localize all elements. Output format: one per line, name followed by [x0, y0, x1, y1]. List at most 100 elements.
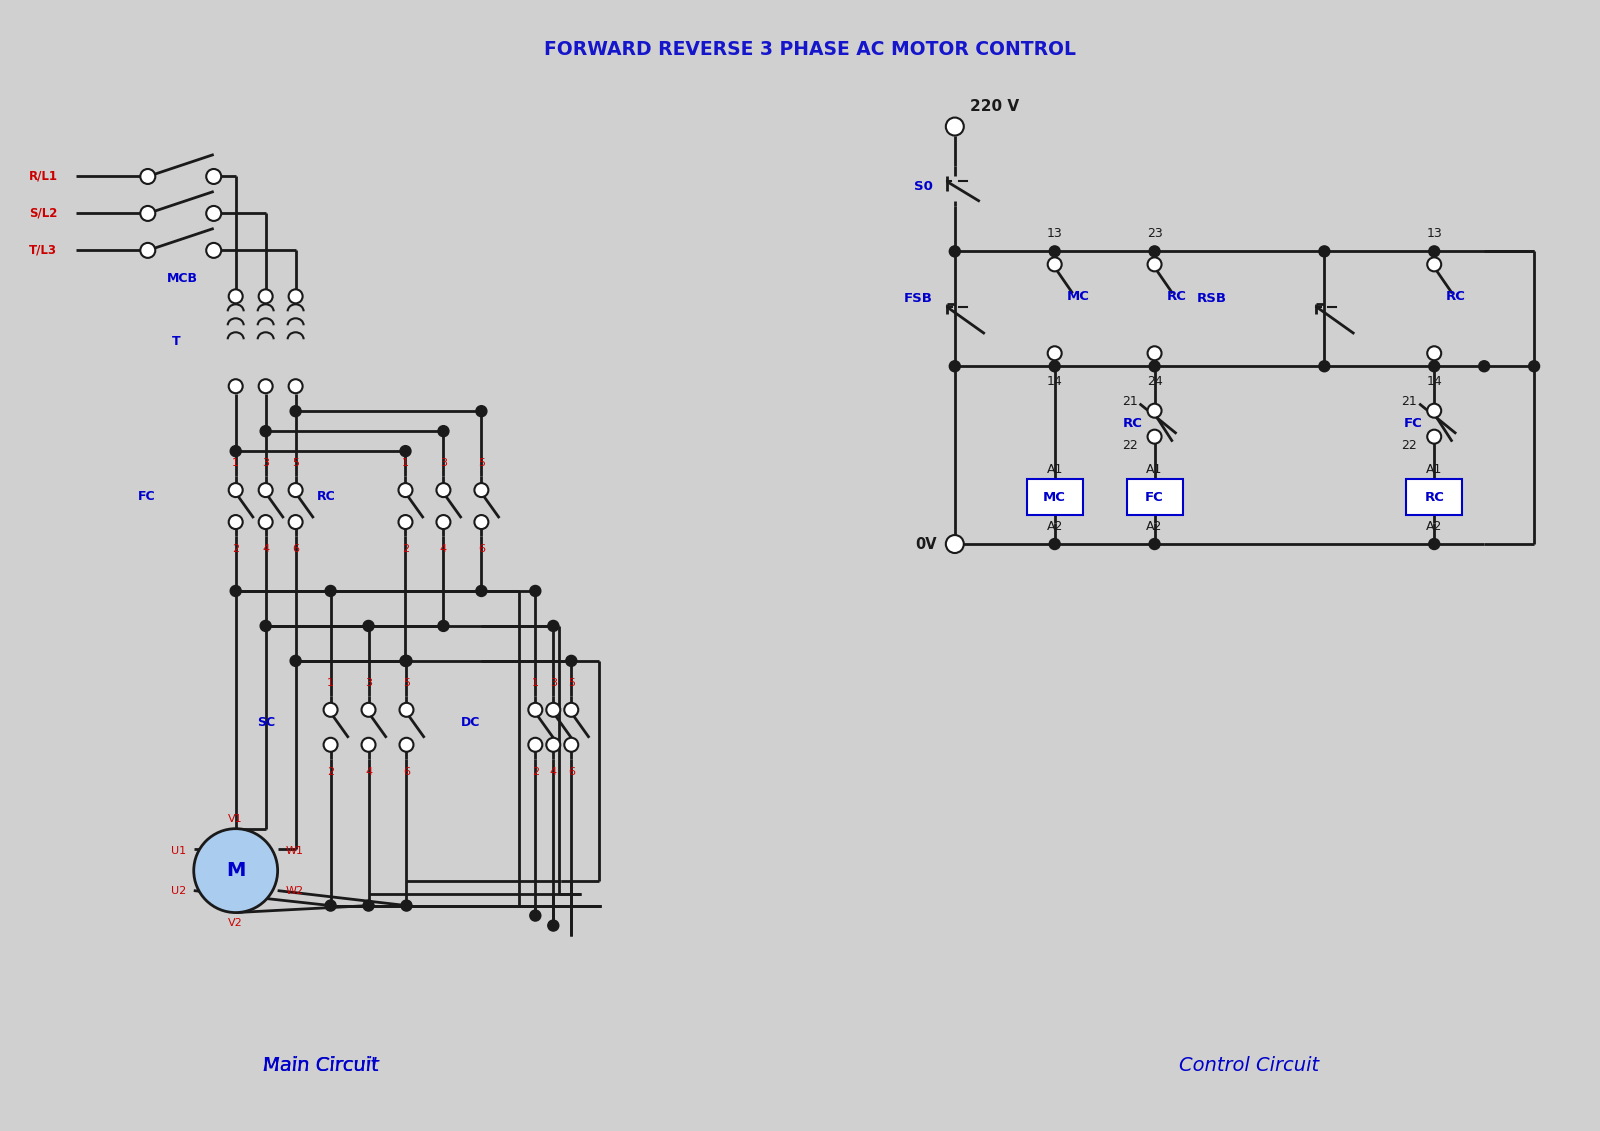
- Circle shape: [141, 243, 155, 258]
- Text: A2: A2: [1046, 519, 1062, 533]
- Circle shape: [1478, 361, 1490, 372]
- Text: 13: 13: [1426, 227, 1442, 240]
- Circle shape: [1427, 258, 1442, 271]
- Text: RC: RC: [1446, 291, 1466, 303]
- Circle shape: [362, 737, 376, 752]
- Circle shape: [1050, 538, 1061, 550]
- Text: 2: 2: [326, 767, 334, 777]
- Text: 4: 4: [550, 767, 557, 777]
- Text: FORWARD REVERSE 3 PHASE AC MOTOR CONTROL: FORWARD REVERSE 3 PHASE AC MOTOR CONTROL: [544, 40, 1075, 59]
- Text: RSB: RSB: [1197, 292, 1227, 305]
- Text: MC: MC: [1043, 491, 1066, 503]
- Text: 3: 3: [262, 458, 269, 468]
- Text: 2: 2: [402, 544, 410, 554]
- Circle shape: [1427, 346, 1442, 361]
- Text: 21: 21: [1402, 395, 1418, 408]
- Circle shape: [1429, 245, 1440, 257]
- Circle shape: [229, 515, 243, 529]
- Circle shape: [946, 535, 963, 553]
- Circle shape: [1050, 245, 1061, 257]
- Text: 1: 1: [326, 677, 334, 688]
- Circle shape: [565, 737, 578, 752]
- Circle shape: [325, 586, 336, 596]
- Circle shape: [261, 425, 270, 437]
- Text: 21: 21: [1122, 395, 1138, 408]
- Circle shape: [475, 515, 488, 529]
- Circle shape: [400, 655, 411, 666]
- Circle shape: [1050, 361, 1061, 372]
- Circle shape: [475, 483, 488, 498]
- Circle shape: [475, 406, 486, 416]
- Text: 6: 6: [568, 767, 574, 777]
- Circle shape: [230, 586, 242, 596]
- Text: Main Circuit: Main Circuit: [262, 1056, 379, 1074]
- Circle shape: [530, 586, 541, 596]
- Text: RC: RC: [1424, 491, 1445, 503]
- Text: 6: 6: [293, 544, 299, 554]
- Circle shape: [206, 243, 221, 258]
- Text: M: M: [226, 861, 245, 880]
- Text: 4: 4: [262, 544, 269, 554]
- Circle shape: [1429, 538, 1440, 550]
- Text: 5: 5: [403, 677, 410, 688]
- Text: A1: A1: [1426, 463, 1443, 476]
- Text: 5: 5: [293, 458, 299, 468]
- Text: MCB: MCB: [168, 271, 198, 285]
- Text: 13: 13: [1046, 227, 1062, 240]
- Circle shape: [438, 425, 450, 437]
- Circle shape: [141, 206, 155, 221]
- Text: T: T: [171, 335, 181, 347]
- Circle shape: [1048, 346, 1062, 361]
- Circle shape: [400, 702, 413, 717]
- Circle shape: [437, 483, 451, 498]
- Circle shape: [229, 290, 243, 303]
- Text: FSB: FSB: [904, 292, 933, 305]
- Circle shape: [363, 621, 374, 631]
- Text: FC: FC: [1403, 417, 1422, 430]
- Text: 220 V: 220 V: [970, 100, 1019, 114]
- Circle shape: [206, 206, 221, 221]
- Circle shape: [259, 379, 272, 394]
- Text: 4: 4: [365, 767, 373, 777]
- Circle shape: [547, 920, 558, 931]
- Text: SC: SC: [258, 716, 275, 728]
- Circle shape: [949, 361, 960, 372]
- Text: Main Circuit: Main Circuit: [262, 1056, 379, 1074]
- Text: RC: RC: [317, 490, 336, 502]
- Text: W2: W2: [286, 886, 304, 896]
- Circle shape: [566, 655, 576, 666]
- Text: S0: S0: [914, 180, 933, 193]
- Circle shape: [400, 446, 411, 457]
- Text: RC: RC: [1123, 417, 1142, 430]
- Circle shape: [949, 245, 960, 257]
- Text: A2: A2: [1146, 519, 1163, 533]
- Text: U2: U2: [171, 886, 186, 896]
- FancyBboxPatch shape: [1027, 480, 1083, 515]
- Circle shape: [290, 655, 301, 666]
- Circle shape: [230, 446, 242, 457]
- Circle shape: [398, 483, 413, 498]
- Circle shape: [1147, 346, 1162, 361]
- Text: 22: 22: [1402, 439, 1418, 452]
- Text: 22: 22: [1122, 439, 1138, 452]
- Circle shape: [259, 515, 272, 529]
- Circle shape: [323, 702, 338, 717]
- Circle shape: [261, 621, 270, 631]
- Circle shape: [1149, 361, 1160, 372]
- Circle shape: [1149, 538, 1160, 550]
- Circle shape: [229, 483, 243, 498]
- Circle shape: [528, 702, 542, 717]
- Circle shape: [1147, 258, 1162, 271]
- Circle shape: [288, 515, 302, 529]
- Circle shape: [546, 737, 560, 752]
- Circle shape: [438, 621, 450, 631]
- Text: U1: U1: [171, 846, 186, 856]
- Circle shape: [288, 379, 302, 394]
- Circle shape: [475, 586, 486, 596]
- Text: 2: 2: [531, 767, 539, 777]
- Circle shape: [363, 900, 374, 912]
- Text: 3: 3: [440, 458, 446, 468]
- Circle shape: [288, 483, 302, 498]
- Circle shape: [1429, 361, 1440, 372]
- Text: 14: 14: [1426, 374, 1442, 388]
